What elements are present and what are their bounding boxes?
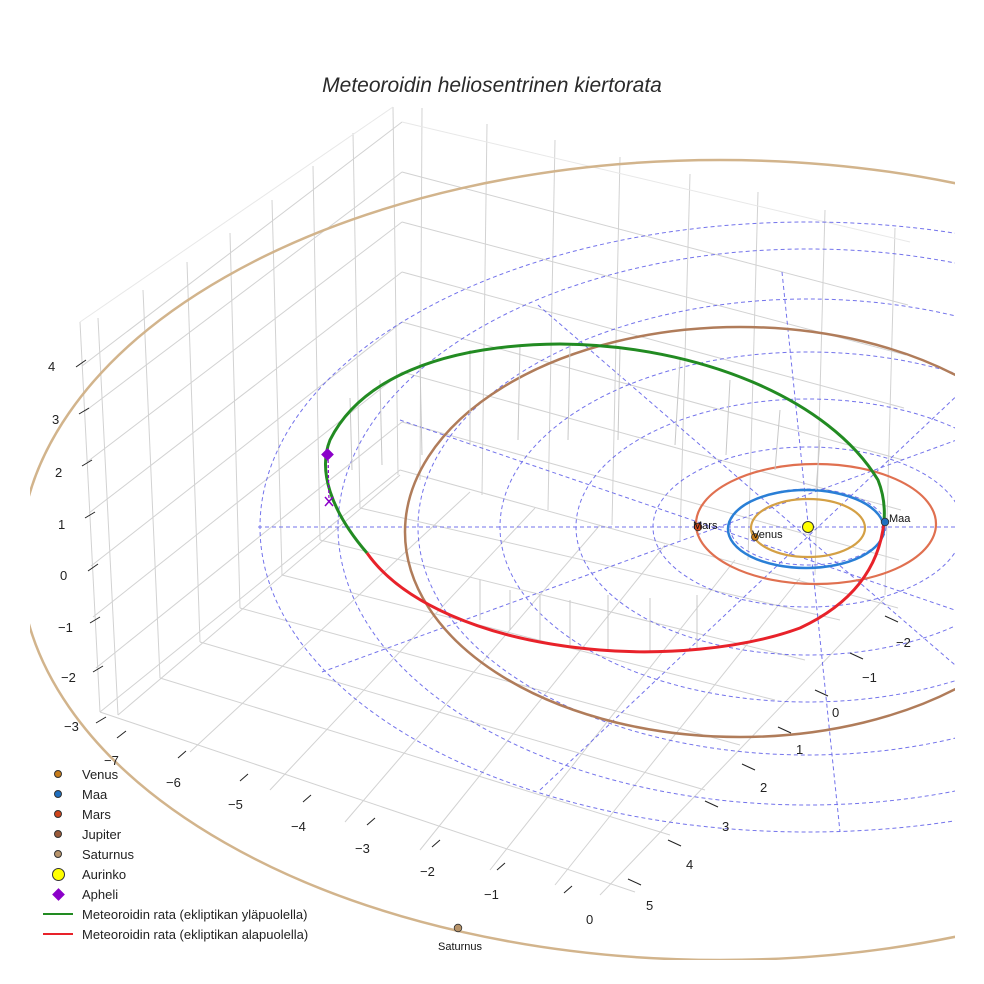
svg-text:−7: −7 — [104, 753, 119, 768]
saturnus-dot-icon — [54, 850, 62, 858]
diamond-icon — [51, 887, 65, 901]
venus-marker[interactable] — [751, 533, 759, 541]
jupiter-dot-icon — [54, 830, 62, 838]
maa-dot-icon — [54, 790, 62, 798]
saturnus-marker[interactable] — [453, 923, 463, 933]
y-axis — [627, 615, 899, 886]
jupiter-orbit — [403, 325, 955, 739]
svg-text:−1: −1 — [484, 887, 499, 902]
legend: Venus Maa Mars Jupiter Saturnus Aurinko … — [38, 764, 308, 944]
svg-text:3: 3 — [722, 819, 729, 834]
legend-item-apheli[interactable]: Apheli — [38, 884, 308, 904]
svg-text:−1: −1 — [58, 620, 73, 635]
svg-text:−3: −3 — [64, 719, 79, 734]
x-axis — [116, 730, 573, 894]
legend-item-maa[interactable]: Maa — [38, 784, 308, 804]
box-grid — [79, 106, 911, 896]
legend-item-venus[interactable]: Venus — [38, 764, 308, 784]
svg-text:−2: −2 — [420, 864, 435, 879]
meteoroid-orbit-below — [365, 521, 886, 654]
svg-text:4: 4 — [686, 857, 693, 872]
svg-text:−2: −2 — [61, 670, 76, 685]
mars-dot-icon — [54, 810, 62, 818]
svg-text:−5: −5 — [228, 797, 243, 812]
ecliptic-polar-grid — [258, 221, 955, 833]
venus-orbit — [749, 497, 867, 559]
svg-text:2: 2 — [55, 465, 62, 480]
z-axis — [75, 359, 107, 724]
x-axis-labels: −7 −6 −5 −4 −3 −2 −1 0 — [104, 753, 593, 927]
chart-title: Meteoroidin heliosentrinen kiertorata — [322, 74, 662, 97]
maa-label: Maa — [889, 513, 911, 525]
svg-text:−1: −1 — [862, 670, 877, 685]
svg-text:4: 4 — [48, 359, 55, 374]
aurinko-marker[interactable] — [802, 521, 814, 533]
svg-text:0: 0 — [60, 568, 67, 583]
legend-item-saturnus[interactable]: Saturnus — [38, 844, 308, 864]
legend-item-orbit-above[interactable]: Meteoroidin rata (ekliptikan yläpuolella… — [38, 904, 308, 924]
drop-lines — [349, 344, 821, 652]
svg-text:0: 0 — [832, 705, 839, 720]
svg-text:1: 1 — [796, 742, 803, 757]
green-line-icon — [43, 913, 73, 915]
venus-dot-icon — [54, 770, 62, 778]
legend-item-jupiter[interactable]: Jupiter — [38, 824, 308, 844]
svg-text:5: 5 — [646, 898, 653, 913]
svg-text:2: 2 — [760, 780, 767, 795]
svg-text:−3: −3 — [355, 841, 370, 856]
red-line-icon — [43, 933, 73, 935]
svg-text:1: 1 — [58, 517, 65, 532]
legend-item-aurinko[interactable]: Aurinko — [38, 864, 308, 884]
svg-text:−6: −6 — [166, 775, 181, 790]
legend-item-mars[interactable]: Mars — [38, 804, 308, 824]
sun-icon — [51, 867, 65, 881]
svg-text:−2: −2 — [896, 635, 911, 650]
z-axis-labels: 4 3 2 1 0 −1 −2 −3 — [48, 359, 79, 734]
svg-text:0: 0 — [586, 912, 593, 927]
svg-text:3: 3 — [52, 412, 59, 427]
apheli-projection-x-icon — [324, 496, 334, 507]
apheli-marker[interactable] — [321, 448, 334, 461]
apheli-projection — [327, 454, 330, 503]
legend-item-orbit-below[interactable]: Meteoroidin rata (ekliptikan alapuolella… — [38, 924, 308, 944]
maa-marker[interactable] — [880, 517, 890, 527]
mars-label: Mars — [693, 520, 718, 532]
mars-marker[interactable] — [693, 522, 703, 532]
svg-text:−4: −4 — [291, 819, 306, 834]
venus-label: Venus — [752, 529, 783, 541]
saturnus-label: Saturnus — [438, 941, 483, 953]
saturnus-orbit — [30, 158, 955, 960]
y-axis-labels: 5 4 3 2 1 0 −1 −2 — [646, 635, 911, 913]
